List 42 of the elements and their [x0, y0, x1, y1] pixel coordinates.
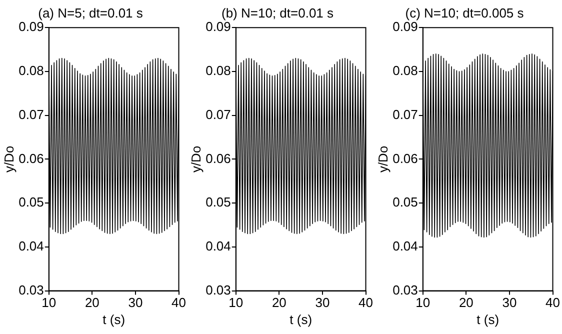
x-axis-title: t (s)	[102, 312, 126, 327]
x-tick-label: 20	[272, 295, 286, 310]
y-tick-label: 0.09	[206, 19, 231, 34]
y-tick-label: 0.04	[206, 238, 231, 254]
x-tick-label: 10	[42, 295, 56, 310]
chart-title: (b) N=10; dt=0.01 s	[221, 5, 334, 20]
x-tick-label: 10	[416, 295, 430, 310]
y-tick-label: 0.06	[392, 150, 418, 166]
y-tick-label: 0.03	[206, 282, 231, 298]
y-tick-label: 0.03	[18, 282, 44, 298]
y-tick-label: 0.08	[18, 63, 44, 78]
x-tick-label: 20	[458, 295, 474, 310]
y-axis-title: y/Do	[1, 146, 16, 173]
y-tick-label: 0.05	[18, 194, 44, 210]
x-tick-label: 30	[128, 295, 143, 310]
x-tick-label: 40	[172, 295, 186, 310]
y-tick-label: 0.08	[392, 63, 418, 78]
chart-title: (a) N=5; dt=0.01 s	[38, 5, 144, 20]
y-axis-title: y/Do	[188, 146, 204, 173]
y-tick-label: 0.09	[18, 19, 44, 34]
y-tick-label: 0.07	[18, 106, 44, 122]
y-tick-label: 0.08	[206, 63, 231, 78]
y-tick-label: 0.06	[18, 150, 44, 166]
x-tick-label: 30	[315, 295, 330, 310]
x-tick-label: 40	[546, 295, 560, 310]
x-axis-title: t (s)	[290, 312, 312, 327]
y-tick-label: 0.04	[18, 238, 44, 254]
y-tick-label: 0.05	[206, 194, 231, 210]
y-axis-title: y/Do	[375, 146, 390, 173]
y-tick-label: 0.03	[392, 282, 418, 298]
y-tick-label: 0.05	[392, 194, 418, 210]
x-tick-label: 10	[228, 295, 244, 310]
y-tick-label: 0.04	[392, 238, 418, 254]
x-tick-label: 30	[502, 295, 517, 310]
y-tick-label: 0.07	[206, 106, 231, 122]
x-tick-label: 20	[84, 295, 100, 310]
x-axis-title: t (s)	[476, 312, 500, 327]
y-tick-label: 0.07	[392, 106, 418, 122]
x-tick-label: 40	[358, 295, 374, 310]
chart-title: (c) N=10; dt=0.005 s	[405, 5, 524, 20]
y-tick-label: 0.09	[392, 19, 418, 34]
y-tick-label: 0.06	[206, 150, 231, 166]
